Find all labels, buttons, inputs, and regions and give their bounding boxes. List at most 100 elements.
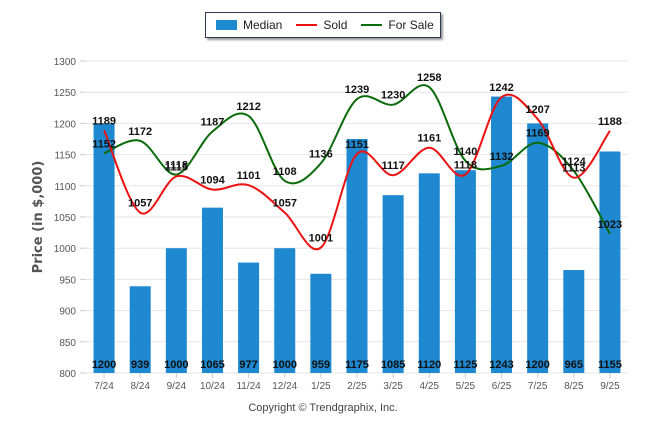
data-label-median: 1243 — [489, 359, 513, 371]
data-label-median: 939 — [131, 359, 149, 371]
x-tick-label: 11/24 — [236, 381, 261, 392]
copyright-text: Copyright © Trendgraphix, Inc. — [248, 402, 398, 414]
data-label-sold: 1161 — [417, 133, 441, 145]
x-tick-label: 5/25 — [456, 381, 476, 392]
bar-median — [599, 151, 621, 373]
data-label-sold: 1118 — [454, 160, 477, 172]
bar-median — [93, 123, 115, 374]
y-axis-label: Price (in $,000) — [31, 161, 46, 274]
y-tick-label: 1300 — [54, 57, 77, 68]
x-tick-label: 7/24 — [94, 381, 114, 392]
data-label-sold: 1117 — [382, 160, 405, 172]
bar-median — [346, 139, 368, 373]
x-tick-label: 7/25 — [528, 381, 548, 392]
data-label-median: 1120 — [417, 359, 441, 371]
bar-median — [129, 286, 151, 373]
legend-swatch-for-sale — [361, 24, 383, 26]
line-sold — [103, 93, 611, 251]
legend-item-for-sale: For Sale — [361, 18, 434, 32]
line-for-sale — [103, 84, 611, 235]
bar-median — [274, 248, 296, 373]
data-label-for-sale: 1132 — [490, 151, 514, 163]
bar-median — [491, 96, 513, 374]
bar-median — [418, 173, 440, 373]
bar-median — [238, 262, 260, 373]
data-label-sold: 1001 — [309, 233, 333, 245]
x-tick-label: 2/25 — [347, 381, 367, 392]
data-label-sold: 1057 — [272, 198, 296, 210]
data-label-sold: 1101 — [237, 170, 261, 182]
y-tick-label: 1050 — [54, 213, 77, 224]
x-tick-label: 8/24 — [130, 381, 150, 392]
y-tick-label: 900 — [59, 307, 76, 318]
data-label-median: 1175 — [345, 359, 369, 371]
data-label-median: 977 — [239, 359, 257, 371]
x-tick-label: 10/24 — [200, 381, 225, 392]
data-label-for-sale: 1212 — [236, 101, 260, 113]
bar-median — [527, 123, 549, 374]
data-label-for-sale: 1136 — [309, 148, 333, 160]
data-label-sold: 1207 — [525, 104, 549, 116]
y-tick-label: 1000 — [54, 244, 77, 255]
data-label-sold: 1057 — [128, 198, 152, 210]
y-tick-label: 850 — [59, 338, 76, 349]
y-tick-label: 1150 — [54, 151, 76, 162]
legend-swatch-sold — [296, 24, 318, 26]
x-tick-label: 9/25 — [600, 381, 620, 392]
data-label-sold: 1188 — [598, 116, 622, 128]
x-tick-label: 8/25 — [564, 381, 584, 392]
data-label-for-sale: 1239 — [345, 84, 369, 96]
x-tick-label: 6/25 — [492, 381, 512, 392]
bar-median — [165, 248, 187, 373]
data-label-for-sale: 1108 — [273, 166, 297, 178]
legend-item-median: Median — [216, 18, 282, 32]
y-tick-label: 1250 — [54, 88, 77, 99]
data-label-sold: 1242 — [489, 82, 513, 94]
bar-median — [201, 207, 223, 373]
data-label-for-sale: 1118 — [165, 160, 188, 172]
data-label-sold: 1189 — [92, 115, 116, 127]
y-tick-label: 800 — [59, 369, 76, 380]
bar-median — [382, 195, 404, 373]
data-label-median: 1085 — [381, 359, 405, 371]
x-tick-label: 1/25 — [311, 381, 331, 392]
data-label-median: 1065 — [200, 359, 224, 371]
bar-median — [563, 270, 585, 373]
data-label-median: 1000 — [164, 359, 188, 371]
bar-median — [310, 273, 332, 373]
legend-label-median: Median — [243, 18, 283, 32]
data-label-sold: 1113 — [562, 163, 585, 175]
legend-label-sold: Sold — [323, 18, 348, 32]
data-label-for-sale: 1187 — [201, 117, 225, 129]
data-label-median: 959 — [312, 359, 330, 371]
legend-label-for-sale: For Sale — [388, 18, 434, 32]
x-tick-label: 9/24 — [167, 381, 187, 392]
y-tick-label: 950 — [59, 275, 76, 286]
x-tick-label: 4/25 — [420, 381, 440, 392]
x-tick-label: 3/25 — [383, 381, 403, 392]
data-label-median: 1200 — [92, 359, 116, 371]
legend-swatch-median — [216, 20, 237, 30]
data-label-sold: 1151 — [345, 139, 369, 151]
data-label-median: 1125 — [453, 359, 477, 371]
data-label-sold: 1094 — [200, 175, 225, 187]
data-label-sold: 1115 — [165, 161, 188, 173]
data-label-for-sale: 1258 — [417, 72, 441, 84]
data-label-median: 1155 — [598, 359, 622, 371]
data-label-for-sale: 1152 — [92, 138, 116, 150]
data-label-median: 1200 — [525, 359, 549, 371]
bar-median — [454, 170, 476, 373]
legend: Median Sold For Sale — [205, 12, 441, 38]
y-tick-label: 1200 — [54, 119, 77, 130]
legend-item-sold: Sold — [296, 18, 347, 32]
data-label-for-sale: 1169 — [526, 128, 550, 140]
x-tick-label: 12/24 — [272, 381, 297, 392]
y-tick-label: 1100 — [54, 182, 76, 193]
data-label-for-sale: 1230 — [381, 90, 405, 102]
data-label-for-sale: 1023 — [598, 219, 622, 231]
data-label-median: 965 — [565, 359, 583, 371]
data-label-for-sale: 1172 — [128, 126, 152, 138]
data-label-for-sale: 1124 — [562, 156, 587, 168]
data-label-for-sale: 1140 — [453, 146, 477, 158]
